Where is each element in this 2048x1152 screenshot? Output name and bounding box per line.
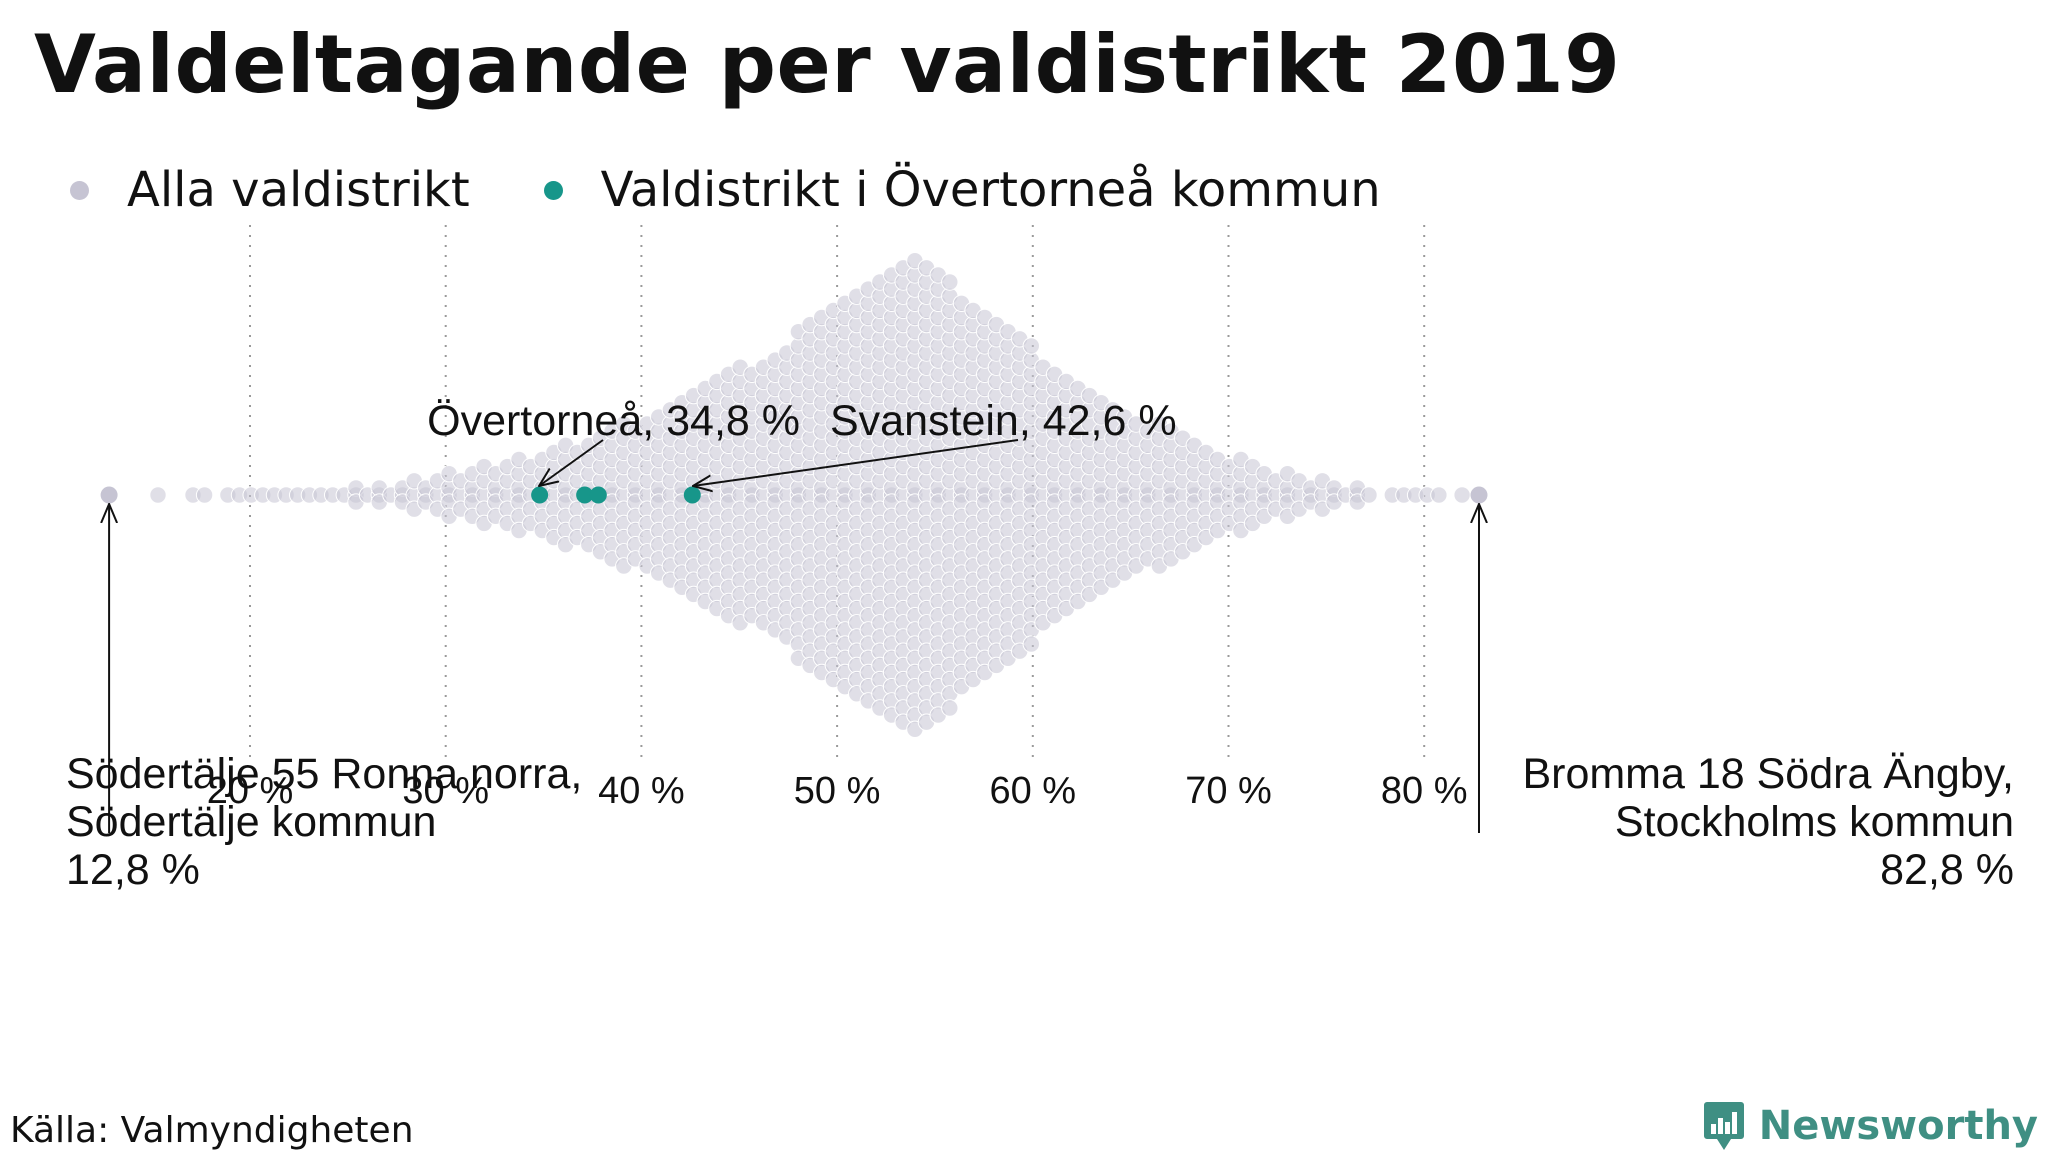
swarm-point <box>149 486 167 504</box>
annotation-arrow-svanstein <box>693 439 1019 486</box>
annotation-text-min: 12,8 % <box>66 846 200 894</box>
legend-dot-all <box>70 180 89 200</box>
highlight-point <box>531 486 549 504</box>
swarm-point <box>1453 486 1471 504</box>
extreme-point <box>1470 486 1488 504</box>
x-tick-label: 50 % <box>794 770 881 812</box>
swarm-point <box>195 486 214 504</box>
beeswarm-chart: 20 % 30 % 40 % 50 % 60 % 70 % 80 % Övertorneå,… <box>66 225 2014 894</box>
annotation-text-max: 82,8 % <box>1880 846 2014 894</box>
x-tick-label: 30 % <box>402 770 489 812</box>
x-axis-tick-labels: 20 % 30 % 40 % 50 % 60 % 70 % 80 % <box>207 770 1468 812</box>
annotation-text-max: Bromma 18 Södra Ängby, <box>1522 750 2014 798</box>
annotations: Övertorneå, 34,8 % Svanstein, 42,6 % Söder… <box>66 397 2014 894</box>
legend-item-all: Alla valdistrikt <box>70 162 470 218</box>
legend-item-overtornea: Valdistrikt i Övertorneå kommun <box>543 162 1381 218</box>
swarm-point <box>1022 635 1041 653</box>
annotation-arrow-overtornea <box>539 439 604 486</box>
newsworthy-logo-icon <box>1703 1102 1744 1150</box>
x-tick-label: 20 % <box>207 770 294 812</box>
annotation-text-min: Södertälje kommun <box>66 798 436 846</box>
annotation-text-max: Stockholms kommun <box>1615 798 2014 846</box>
legend-label-overtornea: Valdistrikt i Övertorneå kommun <box>600 162 1381 218</box>
highlighted-points <box>531 486 701 504</box>
highlight-point <box>589 486 607 504</box>
x-tick-label: 70 % <box>1185 770 1272 812</box>
legend: Alla valdistrikt Valdistrikt i Övertorne… <box>70 160 1455 220</box>
swarm-point <box>941 699 959 717</box>
x-tick-label: 60 % <box>989 770 1076 812</box>
swarm-point <box>941 273 959 291</box>
highlight-point <box>576 486 594 504</box>
annotation-text-overtornea: Övertorneå, 34,8 % <box>427 397 800 445</box>
legend-label-all: Alla valdistrikt <box>127 162 470 218</box>
x-tick-label: 40 % <box>598 770 685 812</box>
swarm-point <box>1430 486 1448 504</box>
beeswarm-points <box>149 252 1471 738</box>
extreme-point <box>100 486 118 504</box>
brand-name: Newsworthy <box>1758 1103 2038 1149</box>
source-note: Källa: Valmyndigheten <box>10 1110 414 1151</box>
swarm-point <box>1022 337 1041 355</box>
annotation-text-min: Södertälje 55 Ronna norra, <box>66 750 582 798</box>
x-tick-label: 80 % <box>1381 770 1468 812</box>
extreme-points <box>100 486 1488 504</box>
brand-logo: Newsworthy <box>1703 1100 2038 1152</box>
highlight-point <box>683 486 701 504</box>
chart-title: Valdeltagande per valdistrikt 2019 <box>34 18 1621 111</box>
legend-dot-overtornea <box>543 180 563 200</box>
annotation-text-svanstein: Svanstein, 42,6 % <box>830 397 1177 445</box>
swarm-point <box>1360 486 1378 504</box>
